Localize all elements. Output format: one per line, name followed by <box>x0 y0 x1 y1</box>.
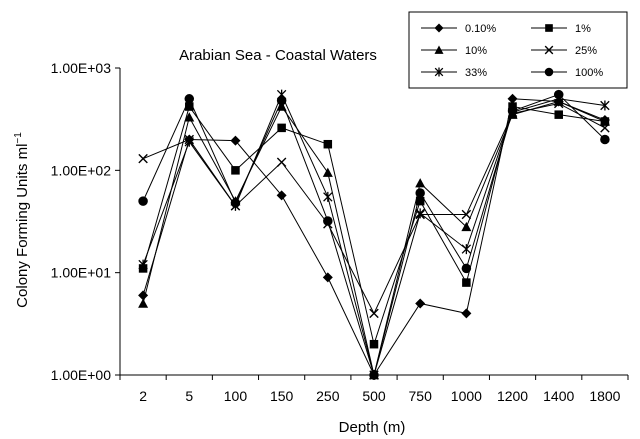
y-tick-label: 1.00E+02 <box>51 162 112 178</box>
data-point-10 <box>599 116 610 126</box>
data-point-33 <box>600 100 610 111</box>
legend-marker <box>544 67 554 77</box>
data-point-33 <box>138 259 148 270</box>
data-point-10 <box>138 298 149 308</box>
legend-label: 100% <box>575 67 603 79</box>
x-tick-label: 150 <box>270 388 294 404</box>
chart-title: Arabian Sea - Coastal Waters <box>179 47 377 64</box>
data-point-25 <box>138 153 148 164</box>
data-point-1 <box>185 102 194 111</box>
legend-label: 33% <box>465 67 487 79</box>
y-tick-label: 1.00E+00 <box>51 367 112 383</box>
y-axis-title-text: Colony Forming Units ml <box>14 144 31 308</box>
data-point-0-10 <box>138 290 149 301</box>
legend-marker <box>544 45 554 55</box>
legend-marker <box>434 45 444 54</box>
data-point-0-10 <box>276 190 287 201</box>
data-point-25 <box>276 157 287 167</box>
data-point-100 <box>415 188 425 198</box>
x-tick-label: 5 <box>185 388 193 404</box>
legend-item-10: 10% <box>421 45 487 57</box>
x-tick-label: 1200 <box>497 388 528 404</box>
axes: 1.00E+00 1.00E+01 1.00E+02 1.00E+03 2 5 100 150… <box>51 60 629 404</box>
legend-label: 1% <box>575 23 591 35</box>
legend: 0.10% 1% 10% 25% 33% 100% <box>408 11 628 89</box>
data-point-100 <box>323 216 333 226</box>
series-line-100 <box>142 93 606 377</box>
x-tick-label: 250 <box>316 388 340 404</box>
data-point-0-10 <box>415 298 426 309</box>
data-point-100 <box>461 263 472 274</box>
data-point-100 <box>184 94 195 104</box>
data-point-33 <box>184 136 194 147</box>
data-point-33 <box>415 208 425 219</box>
data-point-1 <box>462 278 471 287</box>
data-point-10 <box>415 178 426 188</box>
data-point-25 <box>461 209 472 220</box>
data-point-100 <box>553 89 564 100</box>
legend-marker <box>434 67 444 77</box>
series-lines <box>142 93 606 377</box>
data-point-10 <box>461 221 472 232</box>
data-point-100 <box>600 134 610 145</box>
series-markers <box>138 89 610 380</box>
data-point-100 <box>507 106 518 116</box>
x-tick-label: 100 <box>224 388 248 404</box>
legend-marker <box>545 24 553 32</box>
data-point-25 <box>369 308 379 319</box>
legend-item-33: 33% <box>421 67 487 79</box>
series-line-33 <box>142 93 605 377</box>
data-point-100 <box>138 196 148 206</box>
y-tick-label: 1.00E+01 <box>51 265 112 281</box>
data-point-100 <box>230 198 241 208</box>
data-point-1 <box>369 339 379 349</box>
legend-label: 0.10% <box>465 23 496 35</box>
data-point-100 <box>369 370 379 380</box>
y-tick-label: 1.00E+03 <box>51 60 112 76</box>
legend-item-25: 25% <box>531 45 597 57</box>
y-axis-title-superscript: −1 <box>13 132 24 144</box>
x-tick-label: 500 <box>362 388 386 404</box>
data-point-1 <box>554 110 563 119</box>
x-tick-label: 2 <box>139 388 147 404</box>
legend-item-0-10: 0.10% <box>421 23 496 35</box>
series-line-25 <box>142 102 606 315</box>
data-point-0-10 <box>507 93 518 104</box>
data-point-0-10 <box>230 135 241 146</box>
data-point-0-10 <box>461 308 472 319</box>
data-point-0-10 <box>322 272 333 283</box>
x-tick-label: 750 <box>409 388 433 404</box>
data-point-33 <box>323 191 333 202</box>
legend-marker <box>434 23 444 33</box>
series-line-1 <box>142 105 605 347</box>
legend-item-1: 1% <box>531 23 591 35</box>
x-axis-title: Depth (m) <box>339 419 406 436</box>
data-point-10 <box>184 112 195 122</box>
data-point-1 <box>277 123 286 133</box>
legend-item-100: 100% <box>531 67 603 79</box>
data-point-100 <box>276 95 287 106</box>
data-point-33 <box>461 244 472 255</box>
x-tick-label: 1800 <box>589 388 620 404</box>
data-point-1 <box>415 196 425 206</box>
x-tick-label: 1000 <box>451 388 482 404</box>
y-axis-title: Colony Forming Units ml−1 <box>13 132 31 308</box>
series-line-10 <box>142 101 606 376</box>
data-point-25 <box>600 123 610 133</box>
data-point-1 <box>231 166 240 175</box>
data-point-10 <box>322 167 333 177</box>
series-line-0-10 <box>142 98 606 377</box>
data-point-10 <box>276 101 287 111</box>
legend-label: 25% <box>575 45 597 57</box>
data-point-1 <box>323 139 333 149</box>
x-tick-label: 1400 <box>543 388 574 404</box>
legend-label: 10% <box>465 45 487 57</box>
